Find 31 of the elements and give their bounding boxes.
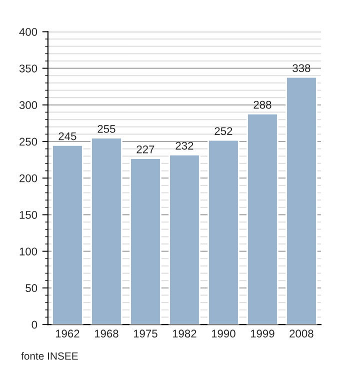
y-tick-label: 300 <box>19 101 38 110</box>
x-tick-label: 1990 <box>212 330 236 338</box>
x-tick-label: 1968 <box>94 330 118 338</box>
bar <box>90 137 122 325</box>
x-tick-label: 1975 <box>134 330 158 338</box>
bar <box>130 158 162 325</box>
y-tick-label: 200 <box>20 174 38 182</box>
data-label: 227 <box>136 146 154 154</box>
data-label: 232 <box>176 142 194 150</box>
y-tick-label: 400 <box>19 28 38 36</box>
bar <box>168 154 200 325</box>
data-label: 255 <box>98 125 116 133</box>
data-label: 288 <box>254 100 272 109</box>
x-tick-label: 2008 <box>290 330 314 338</box>
x-tick-label: 1962 <box>56 330 80 338</box>
source-note: fonte INSEE <box>21 352 78 360</box>
x-tick-label: 1982 <box>172 330 196 338</box>
x-tick-label: 1999 <box>250 330 274 338</box>
bar <box>286 76 318 325</box>
y-tick-label: 100 <box>20 248 38 256</box>
data-label: 338 <box>292 64 310 72</box>
bar <box>246 112 278 325</box>
y-tick-label: 250 <box>20 138 38 146</box>
data-label: 252 <box>214 127 232 136</box>
data-label: 245 <box>58 132 76 140</box>
y-tick-label: 150 <box>20 210 38 219</box>
y-tick-label: 350 <box>19 64 38 72</box>
bar <box>208 139 240 325</box>
bar <box>52 144 84 325</box>
y-tick-label: 50 <box>26 284 38 292</box>
y-tick-label: 0 <box>32 320 38 329</box>
